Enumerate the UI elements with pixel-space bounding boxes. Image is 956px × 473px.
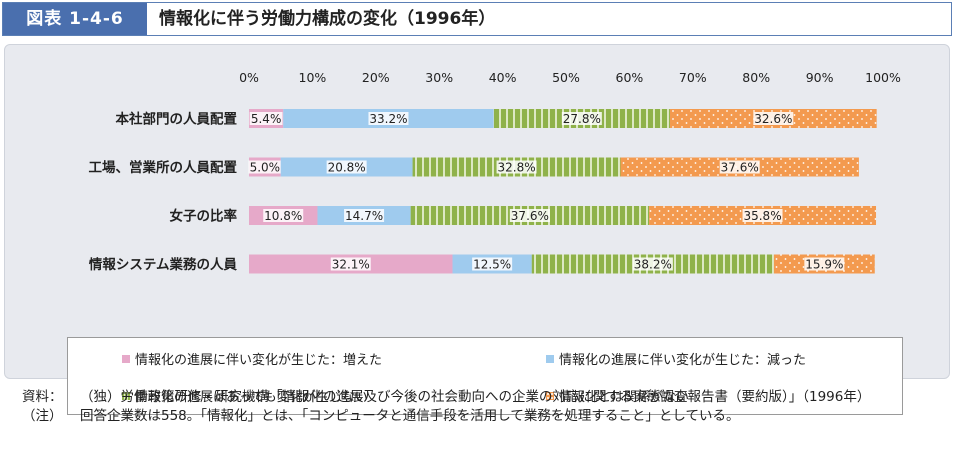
x-tick-label: 30% <box>425 70 453 85</box>
note-remark-text: 回答企業数は558。「情報化」とは、「コンピュータと通信手段を活用して業務を処理… <box>80 408 740 424</box>
x-tick-label: 20% <box>362 70 390 85</box>
legend-item-unrelated: 情報化とは関係がない <box>546 386 689 405</box>
data-label: 12.5% <box>473 258 511 272</box>
x-tick-label: 80% <box>742 70 770 85</box>
note-remark-label: （注） <box>22 408 63 424</box>
data-label-bg <box>368 112 409 125</box>
legend-swatch-no-change <box>122 391 130 400</box>
source-notes: 資料： （独）労働政策研修・研究機構「情報化の進展及び今後の社会動向への企業の対… <box>22 388 942 426</box>
figure-header: 図表 1-4-6 情報化に伴う労働力構成の変化（1996年） <box>2 2 952 36</box>
legend-label-unrelated: 情報化とは関係がない <box>559 390 690 405</box>
legend-item-no-change: 情報化の進展はあっても変化が生じない <box>122 386 368 405</box>
data-label: 38.2% <box>634 258 672 272</box>
note-source: 資料： （独）労働政策研修・研究機構「情報化の進展及び今後の社会動向への企業の対… <box>22 388 942 407</box>
data-label: 32.1% <box>332 258 370 272</box>
x-tick-label: 90% <box>806 70 834 85</box>
data-label-bg <box>719 160 760 174</box>
data-label-bg <box>804 257 845 271</box>
category-label: 工場、営業所の人員配置 <box>89 159 238 176</box>
data-label: 32.8% <box>497 161 535 175</box>
category-label: 女子の比率 <box>170 208 238 225</box>
data-label: 10.8% <box>264 209 302 223</box>
x-tick-label: 40% <box>489 70 517 85</box>
data-label-bg <box>263 209 304 222</box>
data-label-bg <box>742 209 783 222</box>
data-label: 32.6% <box>754 112 792 126</box>
category-label: 情報システム業務の人員 <box>89 256 238 273</box>
figure-title: 情報化に伴う労働力構成の変化（1996年） <box>159 9 496 29</box>
data-label-bg <box>632 257 673 271</box>
legend-swatch-decreased <box>546 354 554 363</box>
data-label: 5.0% <box>250 161 281 175</box>
x-tick-label: 50% <box>552 70 580 85</box>
data-label: 27.8% <box>563 112 601 126</box>
legend-label-no-change: 情報化の進展はあっても変化が生じない <box>135 390 368 405</box>
category-label: 本社部門の人員配置 <box>116 111 238 128</box>
data-label-bg <box>509 209 550 222</box>
data-label-bg <box>561 112 602 125</box>
data-label-bg <box>753 112 794 125</box>
data-label: 20.8% <box>328 161 366 175</box>
stacked-bar-chart: 0% 10% 20% 30% 40% 50% 60% 70% 80% 90% 100% 本社部門の人… <box>89 70 901 274</box>
data-label-bg <box>344 209 385 222</box>
data-label: 5.4% <box>251 112 282 126</box>
x-tick-label: 100% <box>865 70 901 85</box>
legend-item-decreased: 情報化の進展に伴い変化が生じた：減った <box>546 349 806 368</box>
legend-label-increased: 情報化の進展に伴い変化が生じた：増えた <box>135 353 383 368</box>
data-label-bg <box>248 160 282 174</box>
legend-item-increased: 情報化の進展に伴い変化が生じた：増えた <box>122 349 382 368</box>
data-label-bg <box>249 112 283 125</box>
x-tick-label: 60% <box>616 70 644 85</box>
data-label-bg <box>326 160 367 174</box>
note-source-label: 資料： <box>22 389 63 405</box>
data-label: 35.8% <box>743 209 781 223</box>
data-label: 15.9% <box>805 258 843 272</box>
note-source-text: （独）労働政策研修・研究機構「情報化の進展及び今後の社会動向への企業の対応に関す… <box>80 389 871 405</box>
legend-swatch-increased <box>122 354 130 363</box>
figure-number: 図表 1-4-6 <box>3 3 147 35</box>
legend-label-decreased: 情報化の進展に伴い変化が生じた：減った <box>559 353 807 368</box>
x-tick-label: 70% <box>679 70 707 85</box>
data-label: 37.6% <box>721 161 759 175</box>
data-label: 14.7% <box>345 209 383 223</box>
data-label-bg <box>472 257 513 271</box>
data-label-bg <box>330 257 371 271</box>
chart-legend: 情報化の進展に伴い変化が生じた：増えた 情報化の進展に伴い変化が生じた：減った … <box>67 337 903 415</box>
data-label-bg <box>496 160 537 174</box>
note-remark: （注） 回答企業数は558。「情報化」とは、「コンピュータと通信手段を活用して業… <box>22 407 942 426</box>
legend-swatch-unrelated <box>546 391 554 400</box>
data-label: 33.2% <box>369 112 407 126</box>
x-tick-label: 10% <box>299 70 327 85</box>
chart-panel: 0% 10% 20% 30% 40% 50% 60% 70% 80% 90% 100% 本社部門の人… <box>4 44 950 415</box>
data-label: 37.6% <box>511 209 549 223</box>
x-tick-label: 0% <box>239 70 259 85</box>
